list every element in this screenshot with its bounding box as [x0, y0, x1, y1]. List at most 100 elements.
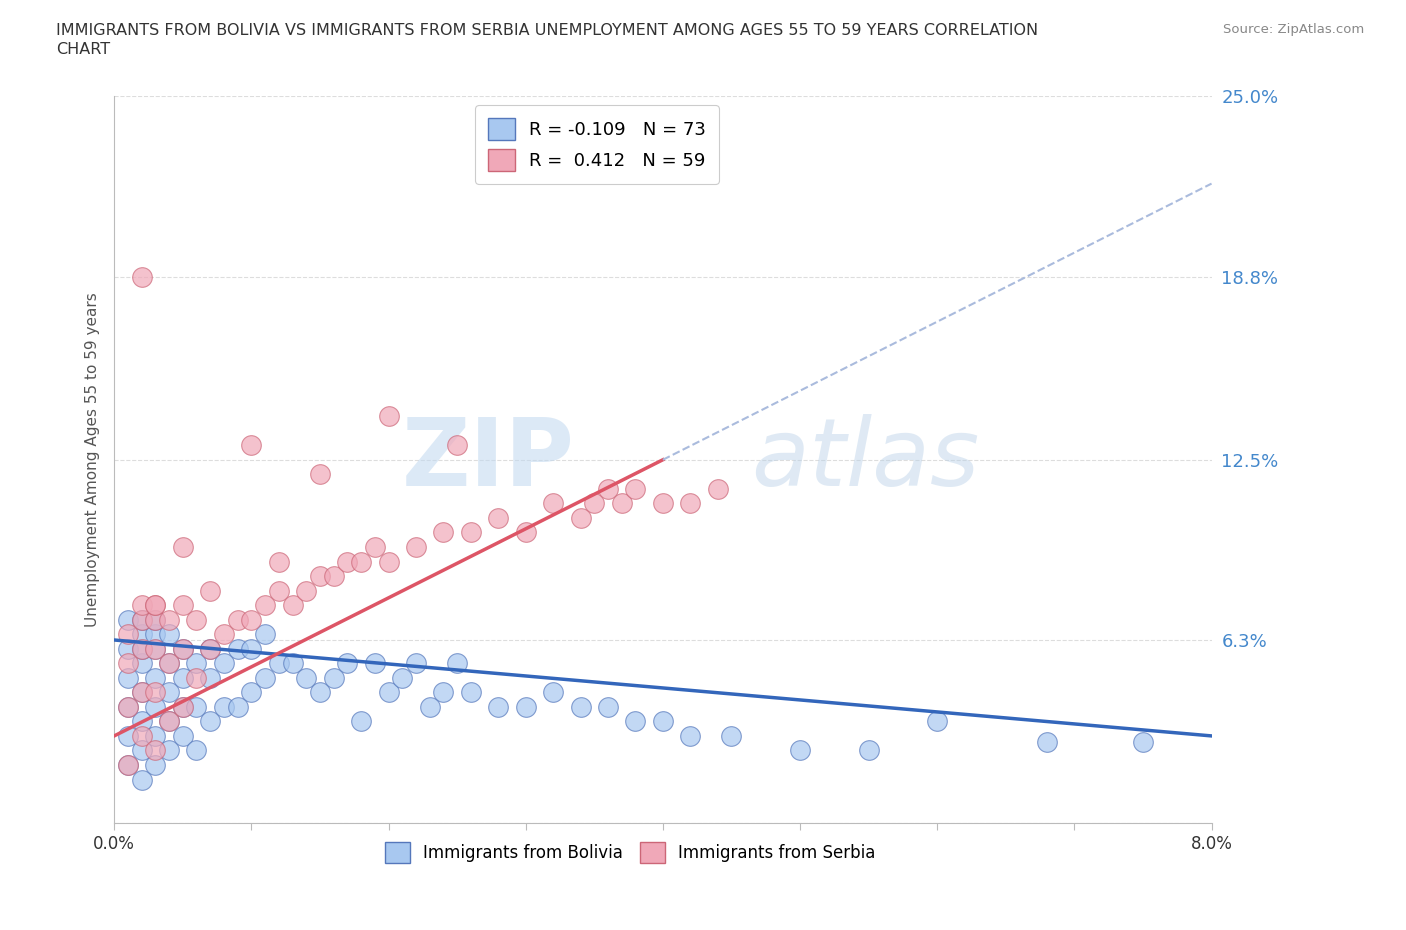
Point: [200, 714, 222, 729]
Point: [143, 699, 166, 714]
Point: [267, 554, 290, 569]
Point: [446, 438, 468, 453]
Point: [143, 684, 166, 699]
Point: [200, 671, 222, 685]
Text: ZIP: ZIP: [402, 414, 575, 506]
Point: [432, 525, 454, 540]
Point: [350, 714, 373, 729]
Point: [117, 627, 139, 642]
Point: [117, 758, 139, 773]
Point: [131, 656, 153, 671]
Point: [212, 627, 235, 642]
Point: [541, 496, 564, 511]
Point: [350, 554, 373, 569]
Point: [117, 699, 139, 714]
Point: [336, 656, 359, 671]
Point: [583, 496, 606, 511]
Point: [212, 699, 235, 714]
Point: [143, 627, 166, 642]
Point: [172, 671, 194, 685]
Point: [419, 699, 441, 714]
Point: [186, 743, 208, 758]
Point: [131, 612, 153, 627]
Point: [172, 728, 194, 743]
Point: [117, 656, 139, 671]
Point: [460, 525, 482, 540]
Point: [172, 699, 194, 714]
Point: [596, 699, 619, 714]
Point: [131, 612, 153, 627]
Point: [460, 684, 482, 699]
Point: [212, 656, 235, 671]
Point: [309, 467, 332, 482]
Point: [143, 642, 166, 657]
Point: [131, 642, 153, 657]
Point: [432, 684, 454, 699]
Point: [131, 743, 153, 758]
Point: [569, 511, 592, 525]
Point: [172, 699, 194, 714]
Point: [679, 496, 702, 511]
Point: [377, 684, 399, 699]
Point: [186, 699, 208, 714]
Point: [254, 627, 277, 642]
Point: [240, 438, 263, 453]
Point: [131, 684, 153, 699]
Point: [172, 598, 194, 613]
Point: [364, 539, 387, 554]
Point: [336, 554, 359, 569]
Point: [172, 642, 194, 657]
Point: [200, 642, 222, 657]
Point: [309, 568, 332, 583]
Point: [226, 642, 249, 657]
Point: [596, 482, 619, 497]
Point: [143, 728, 166, 743]
Point: [610, 496, 633, 511]
Point: [679, 728, 702, 743]
Point: [117, 642, 139, 657]
Point: [226, 612, 249, 627]
Point: [295, 583, 318, 598]
Point: [364, 656, 387, 671]
Point: [131, 684, 153, 699]
Point: [706, 482, 728, 497]
Point: [172, 539, 194, 554]
Point: [157, 627, 180, 642]
Point: [131, 642, 153, 657]
Point: [377, 554, 399, 569]
Point: [720, 728, 742, 743]
Point: [281, 598, 304, 613]
Point: [541, 684, 564, 699]
Point: [157, 714, 180, 729]
Point: [117, 671, 139, 685]
Point: [131, 598, 153, 613]
Point: [322, 568, 344, 583]
Point: [186, 612, 208, 627]
Point: [131, 269, 153, 284]
Point: [515, 699, 537, 714]
Point: [172, 642, 194, 657]
Point: [226, 699, 249, 714]
Point: [157, 714, 180, 729]
Point: [651, 496, 673, 511]
Point: [377, 408, 399, 423]
Point: [267, 583, 290, 598]
Point: [186, 671, 208, 685]
Point: [927, 714, 949, 729]
Point: [267, 656, 290, 671]
Point: [405, 656, 427, 671]
Point: [391, 671, 413, 685]
Point: [117, 728, 139, 743]
Point: [143, 743, 166, 758]
Point: [240, 684, 263, 699]
Point: [1132, 735, 1154, 750]
Point: [858, 743, 880, 758]
Point: [254, 671, 277, 685]
Point: [117, 758, 139, 773]
Point: [157, 684, 180, 699]
Point: [281, 656, 304, 671]
Point: [131, 728, 153, 743]
Point: [240, 612, 263, 627]
Point: [143, 671, 166, 685]
Point: [200, 583, 222, 598]
